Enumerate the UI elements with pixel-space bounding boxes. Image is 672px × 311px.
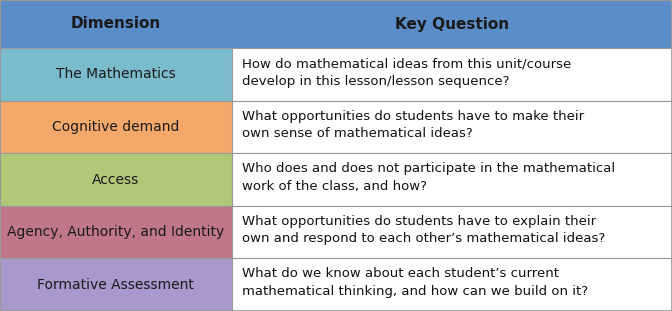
Bar: [0, 206, 232, 258]
Text: Agency, Authority, and Identity: Agency, Authority, and Identity: [7, 225, 224, 239]
Text: What opportunities do students have to explain their
own and respond to each oth: What opportunities do students have to e…: [242, 215, 605, 245]
Text: Dimension: Dimension: [71, 16, 161, 31]
Text: Who does and does not participate in the mathematical
work of the class, and how: Who does and does not participate in the…: [242, 162, 615, 193]
Bar: [0, 153, 232, 206]
Bar: [232, 258, 672, 311]
Text: Key Question: Key Question: [395, 16, 509, 31]
Text: Access: Access: [92, 173, 140, 187]
Text: The Mathematics: The Mathematics: [56, 67, 176, 81]
Text: How do mathematical ideas from this unit/course
develop in this lesson/lesson se: How do mathematical ideas from this unit…: [242, 57, 571, 88]
Bar: [232, 206, 672, 258]
Text: Formative Assessment: Formative Assessment: [38, 278, 194, 292]
Bar: [0, 0, 672, 48]
Text: What do we know about each student’s current
mathematical thinking, and how can : What do we know about each student’s cur…: [242, 267, 588, 298]
Bar: [0, 48, 232, 100]
Text: Cognitive demand: Cognitive demand: [52, 120, 179, 134]
Bar: [232, 153, 672, 206]
Bar: [0, 100, 232, 153]
Bar: [232, 48, 672, 100]
Text: What opportunities do students have to make their
own sense of mathematical idea: What opportunities do students have to m…: [242, 110, 584, 140]
Bar: [232, 100, 672, 153]
Bar: [0, 258, 232, 311]
